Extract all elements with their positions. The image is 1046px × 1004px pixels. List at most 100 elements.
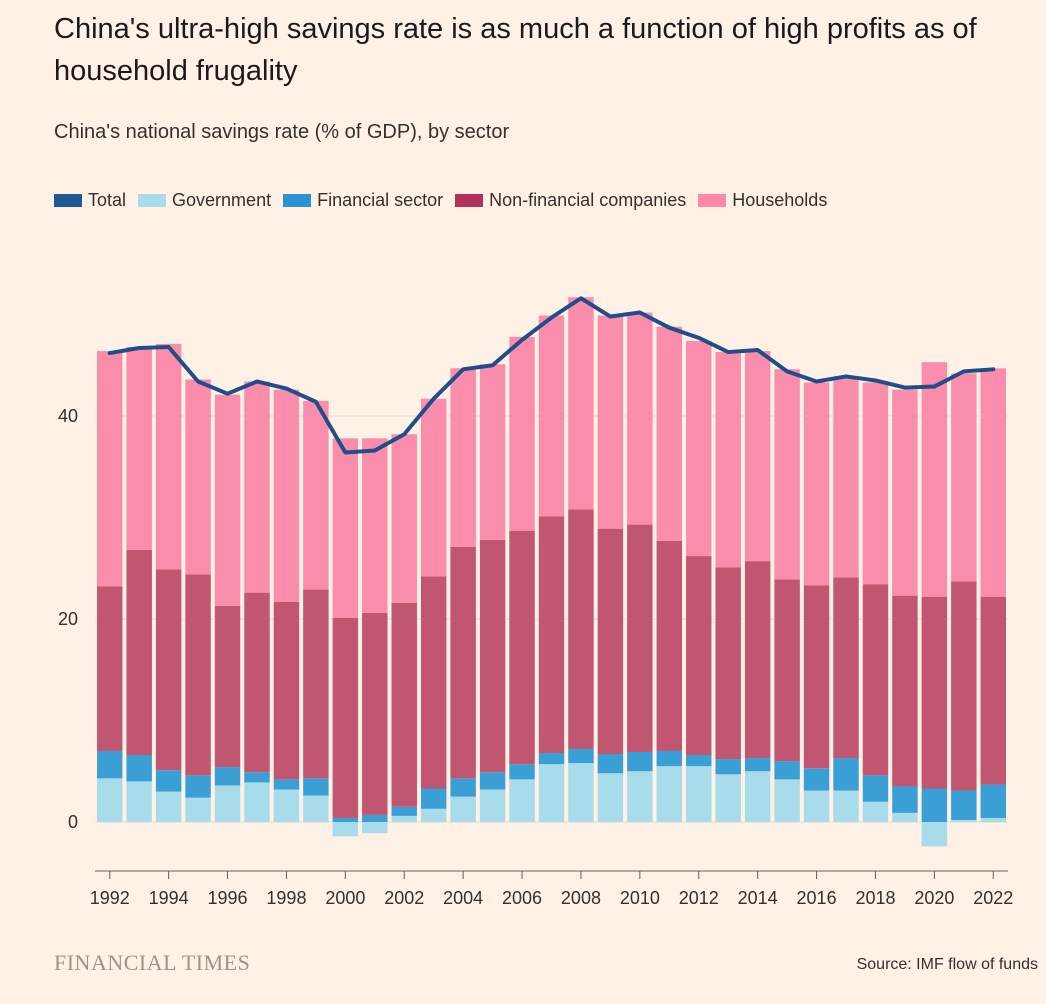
- bar-households-1995: [185, 379, 211, 575]
- bar-financial-1995: [185, 775, 211, 798]
- bar-government-1993: [126, 781, 152, 822]
- bar-financial-1997: [244, 772, 270, 783]
- bar-nonfinancial-2017: [833, 577, 859, 759]
- bar-financial-2002: [391, 806, 417, 816]
- bar-nonfinancial-2020: [921, 596, 948, 789]
- bar-nonfinancial-2001: [362, 612, 388, 815]
- x-tick-label: 2022: [973, 888, 1013, 908]
- bar-government-2005: [479, 789, 506, 822]
- bar-government-2001: [362, 822, 388, 834]
- bar-households-2014: [744, 351, 771, 562]
- source-note: Source: IMF flow of funds: [856, 956, 1038, 973]
- legend-label-total: Total: [88, 190, 127, 210]
- bar-government-2010: [627, 771, 653, 822]
- legend-item-financial: Financial sector: [283, 190, 443, 211]
- bar-financial-2012: [686, 755, 712, 767]
- bar-government-2017: [833, 790, 859, 822]
- x-tick-label: 1994: [149, 888, 189, 908]
- x-tick-label: 2006: [502, 888, 542, 908]
- y-tick-label: 20: [58, 609, 78, 629]
- bar-financial-2011: [656, 750, 683, 767]
- bar-government-2013: [715, 774, 741, 822]
- bar-nonfinancial-2005: [479, 539, 506, 773]
- bar-nonfinancial-2016: [803, 585, 830, 769]
- y-tick-label: 0: [68, 812, 78, 832]
- bar-government-1994: [155, 791, 182, 822]
- x-tick-label: 1998: [266, 888, 306, 908]
- bar-government-2016: [803, 790, 830, 822]
- legend-item-total: Total: [54, 190, 126, 211]
- axes: 0 20 40 1992 1994 1996 1998 2000 2002 2004 2006 200…: [58, 406, 1013, 908]
- bar-government-2015: [774, 779, 800, 822]
- bar-government-2011: [656, 766, 683, 822]
- bar-households-2003: [420, 398, 447, 577]
- legend-item-households: Households: [698, 190, 827, 211]
- bar-households-2007: [538, 315, 565, 517]
- bar-households-1992: [97, 351, 123, 587]
- bar-households-2013: [715, 352, 741, 568]
- bar-nonfinancial-2011: [656, 540, 683, 751]
- bar-households-1994: [155, 343, 182, 570]
- bar-nonfinancial-2007: [538, 516, 565, 753]
- bar-nonfinancial-2022: [980, 596, 1006, 785]
- bar-households-2000: [332, 438, 359, 618]
- bar-nonfinancial-2013: [715, 567, 741, 760]
- legend-swatch-financial: [283, 194, 312, 207]
- bar-nonfinancial-1998: [273, 601, 300, 780]
- bar-nonfinancial-2008: [568, 509, 594, 749]
- x-tick-label: 2014: [738, 888, 778, 908]
- bar-financial-2017: [833, 758, 859, 791]
- bar-households-2022: [980, 368, 1006, 597]
- bar-households-2019: [892, 389, 918, 596]
- bar-financial-2009: [597, 754, 624, 774]
- x-tick-label: 2000: [325, 888, 365, 908]
- bar-financial-2010: [627, 751, 653, 772]
- bar-government-1999: [303, 795, 329, 822]
- bar-government-2003: [420, 808, 447, 822]
- bar-government-2004: [450, 796, 476, 823]
- bar-nonfinancial-2002: [391, 602, 417, 807]
- bar-households-2005: [479, 364, 506, 540]
- bar-households-2006: [509, 336, 535, 531]
- x-tick-label: 2010: [620, 888, 660, 908]
- bar-households-2008: [568, 297, 594, 510]
- bar-households-2009: [597, 315, 624, 529]
- bar-financial-2020: [921, 788, 948, 822]
- bar-financial-2022: [980, 784, 1006, 818]
- bar-households-1997: [244, 381, 270, 593]
- bar-nonfinancial-1994: [155, 569, 182, 771]
- x-tick-label: 2004: [443, 888, 483, 908]
- bar-households-2016: [803, 382, 830, 586]
- bar-nonfinancial-2021: [951, 581, 977, 791]
- bar-financial-1998: [273, 779, 300, 790]
- bar-nonfinancial-1992: [97, 586, 123, 751]
- bar-households-2012: [686, 340, 712, 557]
- bar-government-1995: [185, 797, 211, 822]
- bar-financial-2013: [715, 759, 741, 775]
- bar-nonfinancial-2012: [686, 556, 712, 756]
- bar-government-2000: [332, 822, 359, 837]
- bar-financial-1993: [126, 755, 152, 782]
- legend-swatch-households: [698, 194, 727, 207]
- bar-government-2006: [509, 779, 535, 822]
- bar-government-1992: [97, 778, 123, 822]
- bar-nonfinancial-2009: [597, 528, 624, 754]
- bars: [97, 297, 1006, 847]
- bar-financial-2006: [509, 764, 535, 780]
- bar-households-2021: [951, 373, 977, 582]
- bar-financial-2015: [774, 761, 800, 780]
- bar-government-2008: [568, 763, 594, 822]
- legend-label-government: Government: [172, 190, 272, 210]
- bar-government-2022: [980, 817, 1006, 822]
- bar-nonfinancial-2004: [450, 546, 476, 779]
- x-tick-label: 1996: [208, 888, 248, 908]
- bar-government-2007: [538, 764, 565, 822]
- bar-financial-2007: [538, 752, 565, 765]
- bar-financial-2000: [332, 817, 359, 822]
- bar-households-1998: [273, 389, 300, 602]
- total-line-group: [107, 296, 996, 455]
- bar-nonfinancial-1997: [244, 592, 270, 773]
- bar-financial-2003: [420, 788, 447, 809]
- bar-financial-2005: [479, 772, 506, 790]
- bar-government-2021: [951, 819, 977, 822]
